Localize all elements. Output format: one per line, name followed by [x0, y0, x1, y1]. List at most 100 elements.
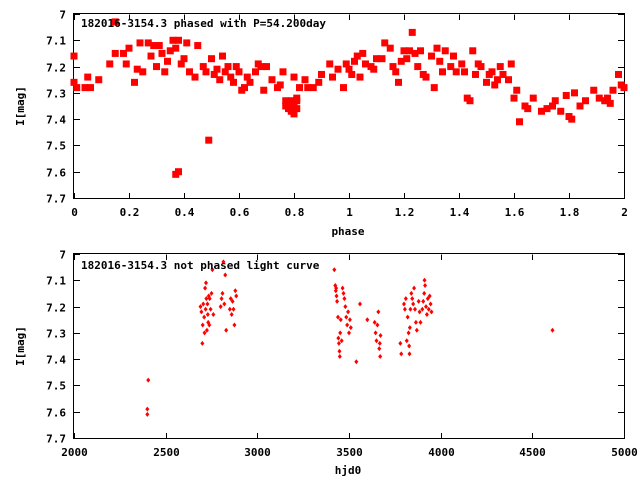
y-tick-label-not-phased: 7.3 — [46, 328, 66, 341]
data-point — [376, 309, 381, 315]
y-tick-label-phased: 7.7 — [46, 193, 66, 206]
data-point — [378, 55, 386, 63]
data-point — [488, 68, 496, 76]
data-point — [353, 52, 361, 60]
data-point — [207, 322, 212, 328]
data-point — [420, 306, 425, 312]
data-point — [290, 73, 298, 81]
data-point — [408, 28, 416, 36]
data-point — [378, 354, 383, 360]
y-tick-label-phased: 7.5 — [46, 140, 66, 153]
data-point — [344, 314, 349, 320]
data-point — [219, 52, 226, 60]
data-point — [336, 335, 341, 341]
data-point — [334, 285, 339, 291]
data-point — [413, 319, 418, 325]
data-point — [347, 330, 351, 336]
data-point — [417, 309, 422, 315]
data-point — [403, 55, 411, 63]
data-point — [373, 55, 380, 63]
x-tick-label-not-phased: 2000 — [61, 446, 88, 459]
data-point — [202, 68, 210, 76]
data-point — [260, 86, 268, 94]
data-point — [338, 317, 343, 323]
data-point — [595, 94, 603, 102]
data-point — [73, 84, 81, 92]
x-axis-label-phased: phase — [331, 225, 364, 238]
data-point — [172, 44, 180, 52]
data-point — [200, 340, 205, 346]
data-point — [227, 306, 232, 312]
data-point — [345, 322, 350, 328]
data-point — [549, 102, 556, 110]
data-point — [466, 97, 474, 105]
data-point — [340, 285, 345, 291]
data-point — [234, 293, 239, 299]
data-point — [336, 314, 340, 320]
data-point — [166, 47, 174, 55]
data-point — [543, 105, 551, 113]
data-point — [111, 49, 119, 57]
data-point — [338, 330, 343, 336]
data-point — [204, 327, 209, 333]
data-point — [491, 81, 499, 89]
data-point — [441, 47, 449, 55]
plot-area-phased — [73, 13, 625, 199]
data-point — [414, 63, 422, 71]
data-point — [208, 306, 213, 312]
data-point — [309, 84, 317, 92]
data-point — [202, 330, 207, 336]
x-tick-label-phased: 1 — [346, 206, 353, 219]
data-point — [150, 42, 158, 50]
data-point — [120, 49, 127, 57]
data-point — [348, 70, 356, 78]
data-point — [576, 102, 584, 110]
data-point — [87, 84, 94, 92]
data-point — [199, 309, 204, 315]
data-point — [219, 296, 224, 302]
data-point — [95, 76, 103, 84]
data-point — [84, 73, 92, 81]
data-point — [439, 68, 446, 76]
data-point — [345, 65, 353, 73]
y-axis-label-phased: I[mag] — [14, 86, 27, 126]
data-point — [408, 306, 413, 312]
chart-title-phased: 182016-3154.3 phased with P=54.200day — [81, 17, 326, 30]
data-point — [407, 343, 412, 349]
data-point — [406, 330, 411, 336]
data-point — [204, 280, 208, 286]
data-point — [164, 57, 171, 65]
panel-not-phased: 2000 2500 3000 3500 4000 4500 5000 7 7.1 7.2 7.3 7.… — [14, 249, 638, 478]
x-tick-label-not-phased: 3000 — [244, 446, 271, 459]
x-tick-label-phased: 0.2 — [120, 206, 140, 219]
data-point — [203, 285, 208, 291]
data-point — [146, 377, 151, 383]
x-tick-label-phased: 0 — [71, 206, 78, 219]
data-point — [392, 68, 400, 76]
data-point — [422, 277, 427, 283]
data-point — [211, 311, 216, 317]
data-point — [609, 86, 617, 94]
data-point — [424, 311, 429, 317]
data-point — [318, 70, 325, 78]
data-point — [395, 78, 402, 86]
data-point — [507, 60, 515, 68]
y-tick-label-not-phased: 7.4 — [46, 354, 66, 367]
x-tick-label-phased: 0.8 — [285, 206, 305, 219]
data-point — [147, 52, 155, 60]
data-point — [122, 60, 130, 68]
data-point — [423, 283, 428, 289]
data-point — [513, 86, 521, 94]
data-point — [263, 63, 270, 71]
data-point — [241, 84, 248, 92]
data-point — [334, 293, 339, 299]
data-point — [398, 340, 403, 346]
data-point — [582, 97, 589, 105]
plot-area-not-phased — [73, 253, 625, 439]
data-point — [342, 296, 347, 302]
data-point — [405, 314, 410, 320]
data-point — [452, 68, 460, 76]
data-point — [414, 327, 419, 333]
data-point — [202, 314, 207, 320]
